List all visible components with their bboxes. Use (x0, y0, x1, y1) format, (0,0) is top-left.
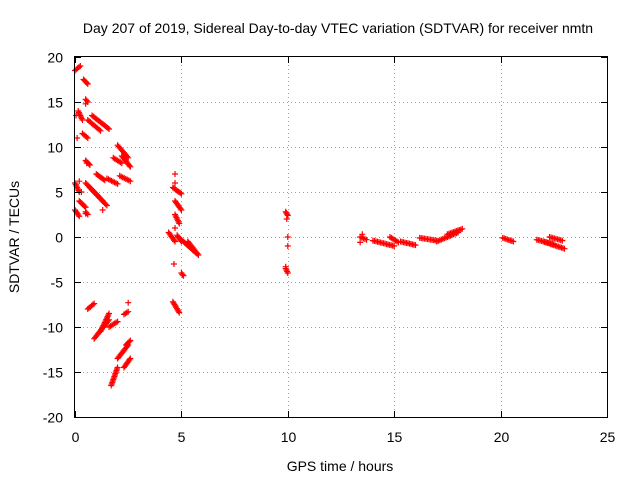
data-point (172, 180, 179, 186)
data-point (127, 178, 134, 185)
data-point (178, 190, 185, 197)
data-point (126, 338, 133, 345)
data-point (363, 236, 370, 243)
y-tick-label: 10 (47, 140, 63, 156)
x-tick-label: 20 (494, 429, 510, 445)
data-point (79, 117, 86, 123)
y-tick-label: -15 (43, 365, 63, 381)
data-point (83, 97, 90, 104)
data-point (177, 189, 184, 196)
y-tick-label: 5 (55, 185, 63, 201)
data-point (76, 213, 83, 220)
y-tick-label: -10 (43, 320, 63, 336)
data-point (125, 308, 132, 315)
data-point (284, 270, 291, 276)
x-tick-label: 5 (178, 429, 186, 445)
x-axis-label: GPS time / hours (287, 458, 394, 474)
data-point (99, 207, 106, 213)
data-point (83, 79, 90, 86)
data-point (126, 162, 133, 169)
data-point (83, 133, 90, 140)
plot-frame (74, 56, 608, 418)
data-point (179, 271, 186, 278)
data-point (171, 237, 178, 244)
data-point (359, 231, 366, 238)
data-point (75, 64, 82, 71)
data-point (127, 163, 134, 170)
data-point (77, 63, 84, 69)
data-point (284, 234, 291, 240)
axis-ticks: 0 5 10 15 20 25 -20 -15 -10 -5 0 5 10 15 20 (43, 50, 616, 446)
data-point (81, 203, 88, 210)
data-point (106, 126, 113, 132)
data-point (177, 205, 184, 212)
data-point (82, 100, 89, 107)
data-point (178, 207, 185, 213)
data-point (96, 126, 103, 133)
x-tick-label: 25 (600, 429, 616, 445)
data-point (106, 310, 113, 317)
y-tick-label: 20 (47, 50, 63, 66)
data-point (114, 318, 121, 325)
data-point (127, 355, 134, 362)
y-tick-label: 0 (55, 230, 63, 246)
x-tick-label: 10 (281, 429, 297, 445)
data-point (75, 212, 82, 219)
x-tick-label: 15 (387, 429, 403, 445)
y-tick-label: -5 (51, 275, 64, 291)
data-point (84, 81, 91, 87)
data-point (172, 238, 179, 245)
data-point (357, 239, 364, 246)
data-point (124, 153, 131, 160)
y-tick-label: 15 (47, 95, 63, 111)
data-point (86, 162, 93, 168)
data-points (72, 63, 568, 389)
data-point (114, 364, 121, 371)
data-point (170, 261, 177, 267)
data-point (99, 198, 106, 204)
data-point (284, 212, 291, 219)
data-point (176, 309, 183, 316)
data-point (127, 337, 134, 344)
data-point (194, 250, 201, 257)
data-point (98, 196, 105, 203)
data-point (195, 252, 202, 258)
data-point (126, 356, 133, 363)
data-point (114, 180, 121, 187)
data-point (83, 160, 90, 167)
data-point (391, 243, 398, 249)
data-point (104, 125, 111, 132)
data-point (118, 160, 125, 167)
data-point (412, 242, 419, 249)
data-point (176, 220, 183, 227)
data-point (97, 127, 104, 134)
data-point (82, 210, 89, 217)
data-point (125, 299, 132, 306)
grid (75, 57, 607, 417)
y-tick-label: -20 (43, 410, 63, 426)
data-point (74, 135, 81, 141)
data-point (283, 216, 290, 222)
x-tick-label: 0 (72, 429, 80, 445)
data-point (91, 300, 98, 307)
data-point (175, 308, 182, 315)
data-point (89, 301, 96, 308)
data-point (510, 238, 517, 245)
data-point (172, 171, 179, 177)
data-point (76, 178, 83, 185)
data-point (103, 202, 110, 209)
data-point (84, 135, 91, 141)
data-point (102, 201, 109, 208)
data-point (284, 243, 291, 249)
data-point (559, 237, 566, 244)
data-point (459, 225, 466, 232)
y-axis-label: SDTVAR / TECUs (6, 181, 22, 293)
data-point (180, 272, 187, 279)
data-point (282, 263, 289, 270)
chart-title: Day 207 of 2019, Sidereal Day-to-day VTE… (83, 20, 593, 36)
data-point (172, 225, 179, 231)
data-point (561, 245, 568, 252)
